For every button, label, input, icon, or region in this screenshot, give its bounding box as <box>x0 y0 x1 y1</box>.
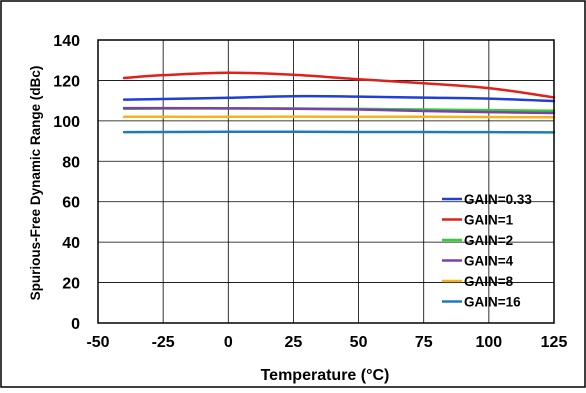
y-tick-label: 140 <box>53 33 80 50</box>
y-tick-label: 0 <box>71 316 80 333</box>
series-line-gain-1 <box>122 71 556 99</box>
x-tick-label: -50 <box>86 334 109 351</box>
series-line-gain-4 <box>122 106 556 115</box>
legend-label: GAIN=0.33 <box>464 192 532 207</box>
legend-label: GAIN=8 <box>464 274 514 289</box>
x-tick-label: 0 <box>224 334 233 351</box>
x-tick-label: 50 <box>350 334 368 351</box>
series-line-gain-16 <box>122 130 556 134</box>
series-lines <box>122 71 556 134</box>
legend-label: GAIN=1 <box>464 213 514 228</box>
legend: GAIN=0.33 GAIN=1 GAIN=2 GAIN=4 GAIN=8 GAIN=16 <box>442 192 532 310</box>
x-tick-label: 75 <box>415 334 433 351</box>
legend-label: GAIN=4 <box>464 254 514 269</box>
series-line-gain-8 <box>122 115 556 119</box>
x-axis-label: Temperature (°C) <box>261 367 390 384</box>
y-axis-label: Spurious-Free Dynamic Range (dBc) <box>28 66 43 301</box>
x-tick-label: -25 <box>152 334 175 351</box>
y-tick-label: 60 <box>62 195 80 212</box>
series-line-gain-0-33 <box>122 94 556 103</box>
plot-area-border <box>97 39 555 324</box>
y-tick-label: 80 <box>62 154 80 171</box>
x-tick-label: 25 <box>285 334 303 351</box>
y-tick-label: 100 <box>53 114 80 131</box>
y-tick-label: 40 <box>62 235 80 252</box>
x-tick-label: 125 <box>541 334 568 351</box>
y-tick-label: 120 <box>53 73 80 90</box>
legend-label: GAIN=16 <box>464 295 521 310</box>
legend-label: GAIN=2 <box>464 233 513 248</box>
tick-labels: -50 -25 0 25 50 75 100 125 0 20 40 60 80 100 120 140 <box>53 33 567 351</box>
y-tick-label: 20 <box>62 276 80 293</box>
x-tick-label: 100 <box>476 334 503 351</box>
